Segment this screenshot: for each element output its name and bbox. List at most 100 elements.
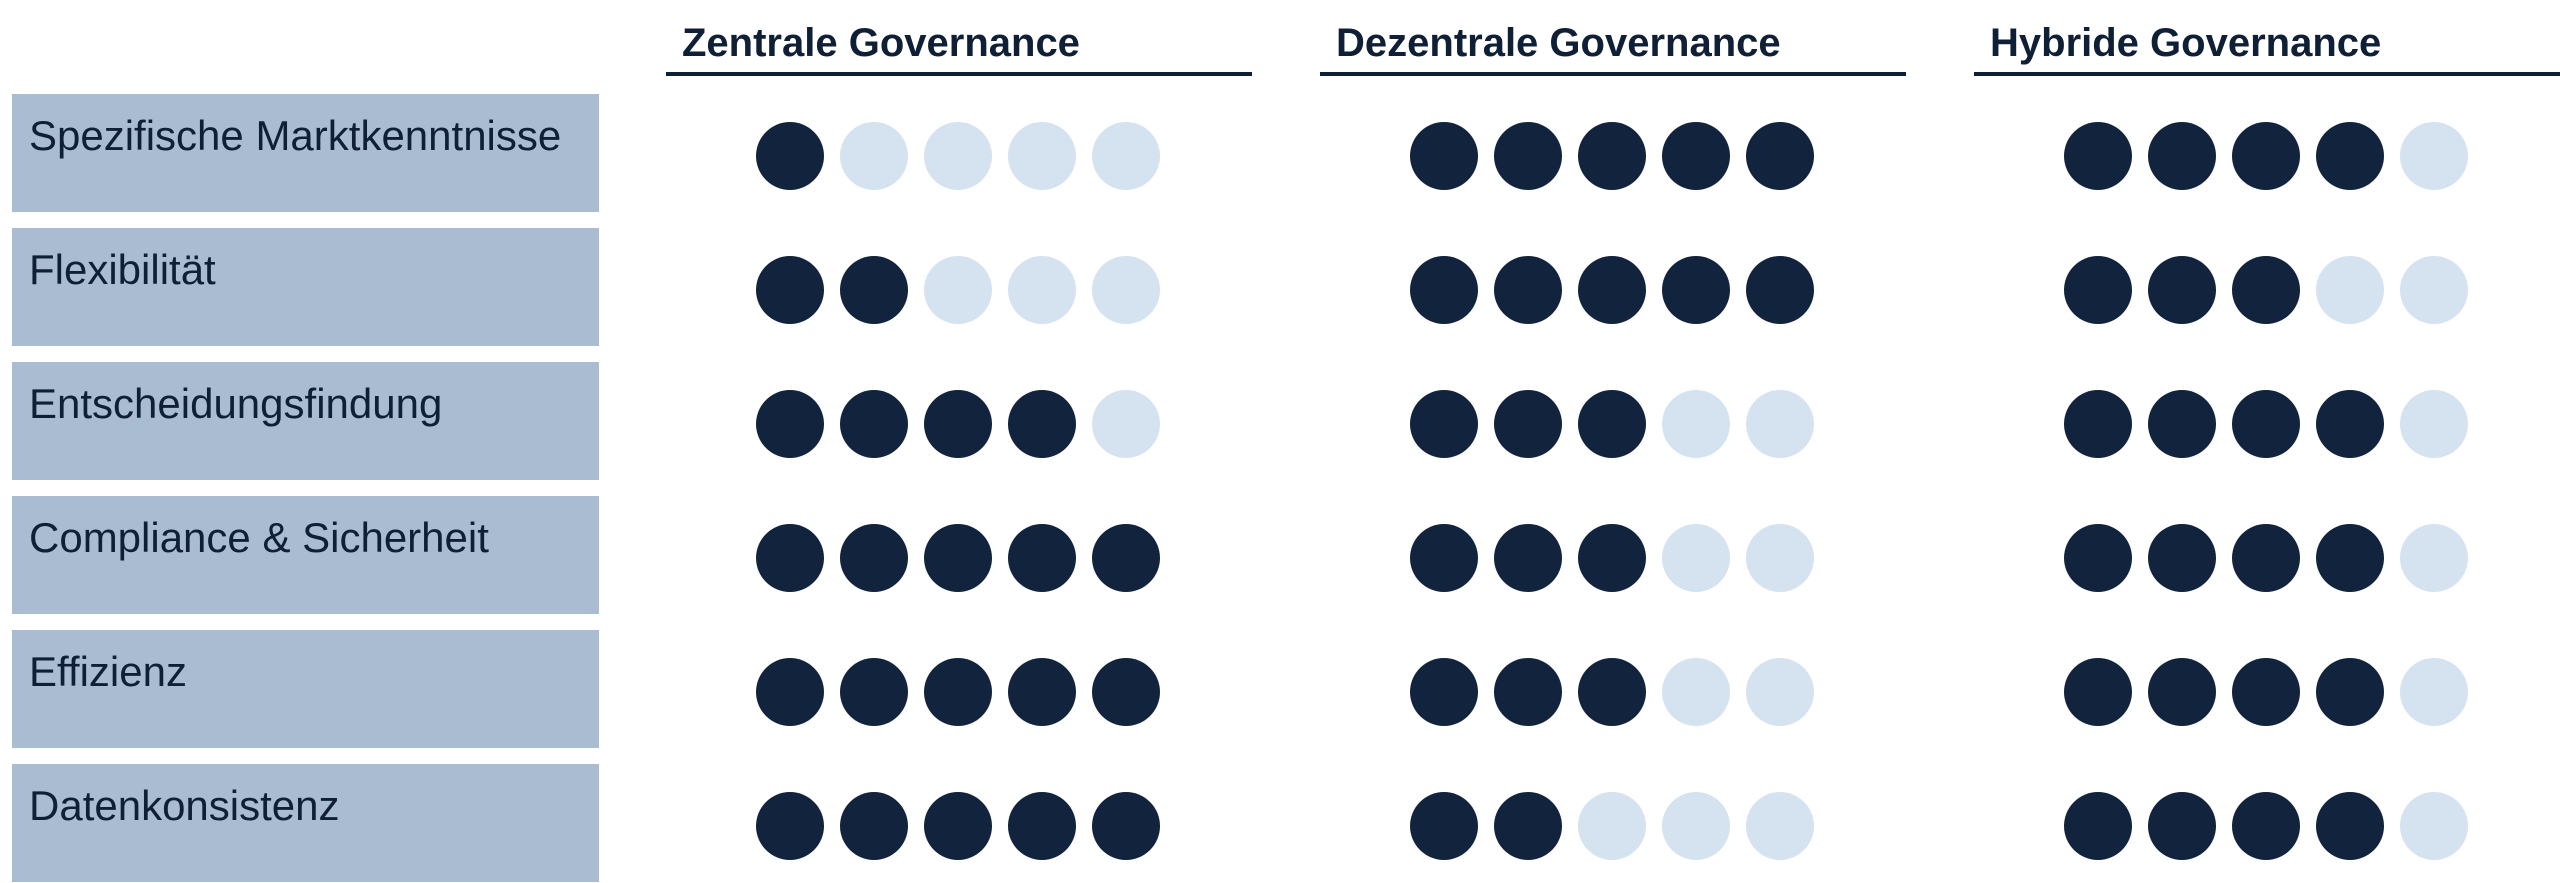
filled-dot-icon [2148, 792, 2216, 860]
row-label-datenkonsistenz: Datenkonsistenz [12, 764, 599, 882]
empty-dot-icon [1746, 390, 1814, 458]
filled-dot-icon [2148, 122, 2216, 190]
filled-dot-icon [2232, 122, 2300, 190]
empty-dot-icon [1662, 390, 1730, 458]
rating-hybride-row-5 [2064, 658, 2468, 726]
column-header-zentrale: Zentrale Governance [666, 18, 1252, 76]
filled-dot-icon [2064, 256, 2132, 324]
filled-dot-icon [756, 122, 824, 190]
rating-dezentrale-row-4 [1410, 524, 1814, 592]
filled-dot-icon [924, 658, 992, 726]
filled-dot-icon [1494, 524, 1562, 592]
empty-dot-icon [1662, 658, 1730, 726]
filled-dot-icon [1410, 524, 1478, 592]
filled-dot-icon [840, 256, 908, 324]
rating-hybride-row-4 [2064, 524, 2468, 592]
rating-hybride-row-3 [2064, 390, 2468, 458]
empty-dot-icon [2400, 524, 2468, 592]
empty-dot-icon [924, 256, 992, 324]
empty-dot-icon [2316, 256, 2384, 324]
filled-dot-icon [2232, 658, 2300, 726]
filled-dot-icon [2316, 792, 2384, 860]
filled-dot-icon [756, 524, 824, 592]
filled-dot-icon [2064, 792, 2132, 860]
filled-dot-icon [1662, 256, 1730, 324]
filled-dot-icon [840, 390, 908, 458]
filled-dot-icon [1494, 792, 1562, 860]
filled-dot-icon [1410, 122, 1478, 190]
filled-dot-icon [1578, 390, 1646, 458]
filled-dot-icon [1410, 390, 1478, 458]
filled-dot-icon [1578, 122, 1646, 190]
filled-dot-icon [756, 256, 824, 324]
filled-dot-icon [1578, 256, 1646, 324]
filled-dot-icon [2316, 122, 2384, 190]
empty-dot-icon [840, 122, 908, 190]
filled-dot-icon [840, 792, 908, 860]
filled-dot-icon [2232, 390, 2300, 458]
filled-dot-icon [756, 792, 824, 860]
empty-dot-icon [2400, 256, 2468, 324]
filled-dot-icon [1008, 658, 1076, 726]
empty-dot-icon [2400, 122, 2468, 190]
empty-dot-icon [2400, 658, 2468, 726]
filled-dot-icon [2064, 658, 2132, 726]
empty-dot-icon [1746, 524, 1814, 592]
filled-dot-icon [1494, 122, 1562, 190]
rating-zentrale-row-1 [756, 122, 1160, 190]
filled-dot-icon [1578, 524, 1646, 592]
row-label-effizienz: Effizienz [12, 630, 599, 748]
filled-dot-icon [2316, 524, 2384, 592]
filled-dot-icon [756, 658, 824, 726]
rating-zentrale-row-4 [756, 524, 1160, 592]
row-label-spezifische-marktkenntnisse: Spezifische Marktkenntnisse [12, 94, 599, 212]
empty-dot-icon [1746, 792, 1814, 860]
empty-dot-icon [2400, 390, 2468, 458]
rating-hybride-row-1 [2064, 122, 2468, 190]
filled-dot-icon [1662, 122, 1730, 190]
row-label-entscheidungsfindung: Entscheidungsfindung [12, 362, 599, 480]
rating-zentrale-row-2 [756, 256, 1160, 324]
filled-dot-icon [1494, 658, 1562, 726]
filled-dot-icon [2316, 658, 2384, 726]
filled-dot-icon [840, 658, 908, 726]
filled-dot-icon [924, 524, 992, 592]
empty-dot-icon [1662, 524, 1730, 592]
filled-dot-icon [2316, 390, 2384, 458]
rating-zentrale-row-6 [756, 792, 1160, 860]
filled-dot-icon [1578, 658, 1646, 726]
filled-dot-icon [840, 524, 908, 592]
column-header-dezentrale: Dezentrale Governance [1320, 18, 1906, 76]
rating-zentrale-row-3 [756, 390, 1160, 458]
filled-dot-icon [1494, 390, 1562, 458]
empty-dot-icon [2400, 792, 2468, 860]
empty-dot-icon [1662, 792, 1730, 860]
filled-dot-icon [1746, 122, 1814, 190]
rating-dezentrale-row-3 [1410, 390, 1814, 458]
rating-dezentrale-row-1 [1410, 122, 1814, 190]
filled-dot-icon [2148, 658, 2216, 726]
empty-dot-icon [1008, 256, 1076, 324]
filled-dot-icon [1092, 792, 1160, 860]
row-label-flexibilitaet: Flexibilität [12, 228, 599, 346]
filled-dot-icon [2232, 792, 2300, 860]
empty-dot-icon [1092, 256, 1160, 324]
filled-dot-icon [1410, 256, 1478, 324]
filled-dot-icon [1494, 256, 1562, 324]
rating-dezentrale-row-6 [1410, 792, 1814, 860]
empty-dot-icon [1746, 658, 1814, 726]
filled-dot-icon [1410, 658, 1478, 726]
rating-zentrale-row-5 [756, 658, 1160, 726]
rating-dezentrale-row-5 [1410, 658, 1814, 726]
filled-dot-icon [1008, 390, 1076, 458]
filled-dot-icon [2064, 390, 2132, 458]
row-label-compliance-sicherheit: Compliance & Sicherheit [12, 496, 599, 614]
empty-dot-icon [1092, 122, 1160, 190]
empty-dot-icon [1578, 792, 1646, 860]
column-header-hybride: Hybride Governance [1974, 18, 2560, 76]
rating-hybride-row-6 [2064, 792, 2468, 860]
rating-dezentrale-row-2 [1410, 256, 1814, 324]
filled-dot-icon [1092, 658, 1160, 726]
filled-dot-icon [1410, 792, 1478, 860]
filled-dot-icon [924, 792, 992, 860]
